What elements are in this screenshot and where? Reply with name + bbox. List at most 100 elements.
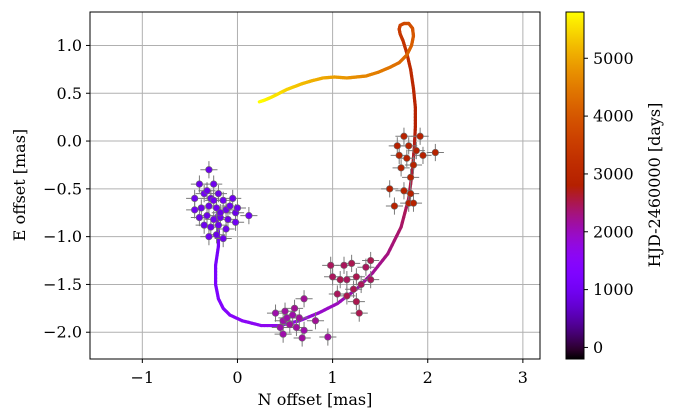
observation-point [229,194,237,203]
observation-point [289,311,297,319]
observation-point [329,273,337,281]
observation-point [216,209,224,217]
observation-point [219,196,227,204]
observation-point [224,215,232,224]
y-tick-label: 0.5 [57,84,82,103]
observation-point [205,166,213,174]
observation-point [222,225,230,233]
colorbar-tick-label: 0 [593,338,603,357]
observation-point [205,202,213,210]
x-tick-label: −1 [131,368,155,387]
x-axis-title: N offset [mas] [258,390,373,409]
x-tick-label: 3 [518,368,528,387]
observation-point [279,330,287,338]
observation-point [281,307,289,315]
observation-point [348,259,356,268]
observation-point [395,151,403,159]
observation-point [400,132,408,140]
observation-point [195,213,204,222]
observations [186,127,444,347]
y-tick-label: 1.0 [57,36,82,55]
observation-point [205,233,213,241]
observation-point [210,180,218,188]
observation-point [300,326,308,334]
observation-point [207,223,215,231]
observation-point [210,215,218,224]
observation-point [362,263,370,271]
plot-frame [89,11,541,360]
observation-point [403,154,411,162]
colorbar [565,11,585,360]
colorbar-tick-label: 1000 [593,280,634,299]
observation-point [367,256,375,265]
observation-point [397,164,405,172]
observation-point [283,314,291,322]
observation-point [292,323,301,332]
observation-point [212,231,221,239]
observation-point [245,212,253,220]
observation-point [324,333,332,341]
x-axis-ticks: −1 0 1 2 3 [131,359,528,387]
y-axis-ticks: 1.0 0.5 0.0 −0.5 −1.0 −1.5 −2.0 [43,36,90,342]
observation-point [400,187,408,195]
observation-point [214,221,223,229]
observation-point [357,280,365,289]
y-axis-title: E offset [mas] [10,129,29,241]
observation-point [419,151,427,159]
observation-point [405,142,413,150]
grid [90,12,540,359]
observation-point [295,314,303,322]
observation-point [367,276,375,284]
colorbar-tick-label: 2000 [593,222,634,241]
observation-point [349,285,358,293]
observation-point [412,147,420,155]
colorbar-tick-label: 3000 [593,164,634,183]
observation-point [327,261,335,269]
observation-point [212,204,221,212]
observation-point [407,190,415,198]
observation-point [340,261,348,269]
colorbar-title: HJD-2460000 [days] [645,103,664,268]
observation-point [290,304,299,312]
observation-point [407,173,415,181]
observation-point [355,309,363,317]
observation-point [271,309,280,317]
observation-point [231,218,240,226]
observation-point [219,234,227,243]
observation-point [197,204,205,212]
observation-point [226,202,234,210]
observation-point [195,180,204,188]
observation-point [191,206,199,214]
observation-point [409,161,418,169]
colorbar-tick-label: 5000 [593,49,634,68]
observation-point [409,199,418,207]
observation-point [343,276,351,284]
observation-point [214,190,223,198]
y-tick-label: −1.0 [43,227,82,246]
observation-point [191,194,199,203]
colorbar-tick-label: 4000 [593,107,634,126]
y-tick-label: −2.0 [43,323,82,342]
observation-point [298,334,306,342]
y-tick-label: −0.5 [43,179,82,198]
observation-point [343,292,351,300]
observation-point [390,202,399,210]
observation-point [386,185,394,193]
colorbar-ticks: 0 1000 2000 3000 4000 5000 [584,49,634,357]
observation-point [333,290,341,298]
y-tick-label: 0.0 [57,132,82,151]
observation-point [431,148,439,157]
observation-point [233,204,242,212]
observation-point [203,187,211,195]
observation-point [276,323,284,332]
observation-point [300,295,308,303]
x-tick-label: 1 [328,368,338,387]
y-tick-label: −1.5 [43,275,82,294]
observation-point [210,196,218,204]
x-tick-label: 0 [232,368,242,387]
orbit-track [213,21,417,328]
observation-point [416,132,424,140]
x-tick-label: 2 [423,368,433,387]
observation-point [286,320,294,329]
